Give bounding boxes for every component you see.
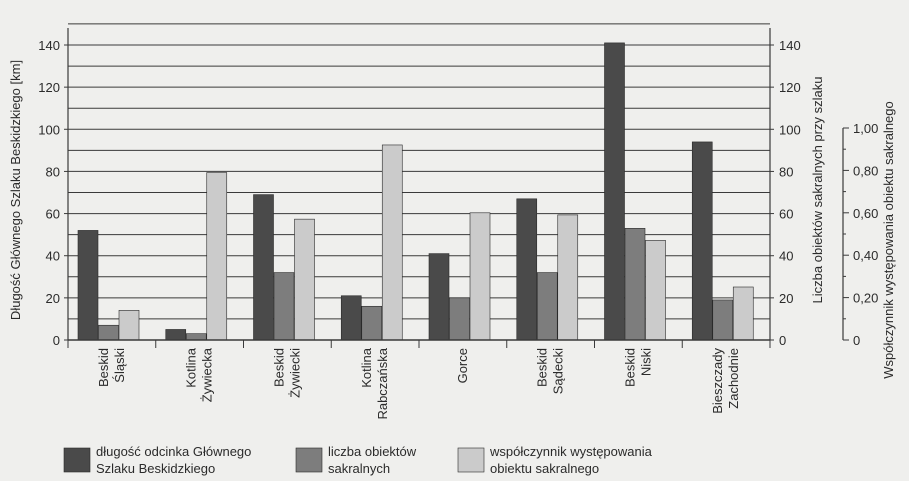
category-label-line: Rabczańska	[375, 347, 390, 419]
category-label-line: Beskid	[271, 348, 286, 387]
right2-tick-label: 0,40	[853, 248, 878, 263]
bar-series1-6	[604, 42, 625, 341]
bar-series2-6	[624, 228, 646, 341]
category-label-line: Kotlina	[359, 347, 374, 388]
bar-series1-2	[253, 194, 274, 341]
right-tick-label: 120	[779, 80, 801, 95]
category-label-line: Beskid	[96, 348, 111, 387]
left-tick-label: 140	[38, 38, 60, 53]
bar-series2-7	[712, 299, 734, 341]
category-label-line: Żywiecka	[200, 347, 215, 402]
bar-series1-5	[516, 198, 538, 341]
axes	[64, 28, 849, 348]
category-label-line: Śląski	[112, 348, 127, 383]
bar-series3-6	[645, 240, 666, 341]
tick-labels: 0 20 40 60 80 100 120 140 0 20 40 60 80 100 120 140 0 0,2…	[38, 38, 878, 348]
category-label: Gorce	[455, 348, 470, 383]
category-label-line: Gorce	[455, 348, 470, 383]
bar-series3-7	[732, 286, 754, 341]
bar-series1-4	[428, 253, 450, 341]
bar-series1-0	[77, 230, 99, 341]
right-tick-label: 20	[779, 291, 793, 306]
right2-tick-label: 0	[853, 333, 860, 348]
bar-series2-3	[361, 305, 383, 341]
right-tick-label: 140	[779, 38, 801, 53]
bars	[77, 42, 754, 341]
right-tick-label: 40	[779, 249, 793, 264]
left-tick-label: 100	[38, 122, 60, 137]
bar-series2-0	[98, 324, 119, 341]
legend-swatch-3	[457, 447, 485, 473]
right-tick-label: 0	[779, 333, 786, 348]
left-tick-label: 0	[53, 333, 60, 348]
category-label-line: Bieszczady	[710, 348, 725, 414]
legend-label-line: sakralnych	[328, 461, 390, 476]
bar-series1-3	[340, 295, 362, 341]
legend-swatch-2	[295, 447, 323, 473]
left-tick-label: 60	[46, 207, 60, 222]
left-tick-label: 40	[46, 249, 60, 264]
category-label: BieszczadyZachodnie	[710, 348, 741, 414]
right-tick-label: 60	[779, 207, 793, 222]
legend-label-line: długość odcinka Głównego	[96, 444, 251, 459]
right2-tick-label: 0,20	[853, 291, 878, 306]
category-label: BeskidŻywiecki	[271, 348, 302, 398]
right-tick-label: 100	[779, 122, 801, 137]
grid-lines	[68, 23, 770, 320]
category-label: BeskidSądecki	[535, 348, 566, 394]
category-label-line: Żywiecki	[287, 348, 302, 398]
bar-series2-1	[185, 333, 207, 341]
category-label: KotlinaŻywiecka	[184, 347, 215, 402]
bar-series2-2	[273, 272, 295, 341]
right2-tick-label: 0,80	[853, 163, 878, 178]
bar-series3-0	[118, 310, 140, 341]
legend: długość odcinka Głównego Szlaku Beskidzki…	[63, 444, 653, 476]
bar-series3-5	[557, 214, 579, 341]
right2-tick-label: 0,60	[853, 206, 878, 221]
category-label-line: Beskid	[535, 348, 550, 387]
left-tick-label: 80	[46, 164, 60, 179]
bar-series3-2	[294, 218, 315, 341]
category-label: KotlinaRabczańska	[359, 347, 390, 419]
right2-axis-title: Współczynnik występowania obiektu sakral…	[881, 101, 896, 378]
bar-series2-4	[449, 297, 470, 341]
bar-series3-1	[206, 172, 228, 341]
bar-series2-5	[536, 272, 558, 341]
category-label: BeskidNiski	[622, 348, 653, 387]
legend-label-line: liczba obiektów	[328, 444, 417, 459]
right-tick-label: 80	[779, 164, 793, 179]
legend-label-line: Szlaku Beskidzkiego	[96, 461, 215, 476]
category-labels: BeskidŚląski KotlinaŻywiecka BeskidŻywieck…	[96, 347, 741, 419]
bar-series3-4	[469, 212, 491, 341]
bar-series1-7	[691, 141, 713, 341]
left-tick-label: 20	[46, 291, 60, 306]
category-label: BeskidŚląski	[96, 348, 127, 387]
legend-label-1: długość odcinka Głównego Szlaku Beskidzki…	[96, 444, 251, 476]
bar-series3-3	[381, 144, 403, 341]
legend-label-line: współczynnik występowania	[489, 444, 653, 459]
category-label-line: Beskid	[622, 348, 637, 387]
bar-series1-1	[165, 329, 187, 341]
legend-label-line: obiektu sakralnego	[490, 461, 599, 476]
right-axis-title: Liczba obiektów sakralnych przy szlaku	[810, 77, 825, 304]
category-label-line: Kotlina	[184, 347, 199, 388]
left-tick-label: 120	[38, 80, 60, 95]
category-label-line: Zachodnie	[726, 348, 741, 409]
category-label-line: Sądecki	[551, 348, 566, 394]
legend-swatch-1	[63, 447, 91, 473]
right2-tick-label: 1,00	[853, 121, 878, 136]
legend-label-2: liczba obiektów sakralnych	[328, 444, 417, 476]
legend-label-3: współczynnik występowania obiektu sakraln…	[489, 444, 653, 476]
category-label-line: Niski	[638, 348, 653, 376]
left-axis-title: Długość Głównego Szlaku Beskidzkiego [km…	[8, 60, 23, 320]
